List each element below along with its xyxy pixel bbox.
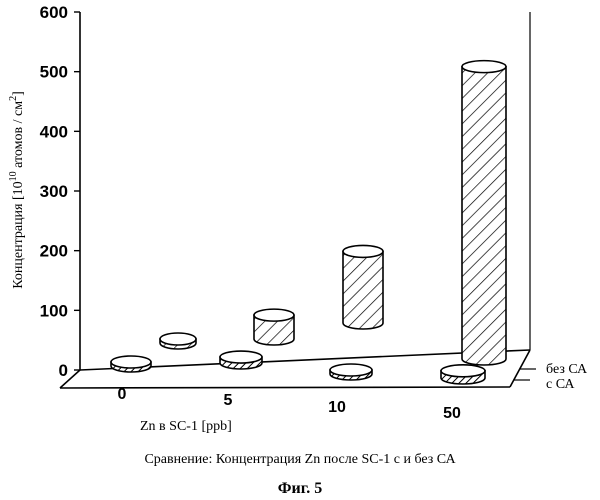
bar-without-ca-10 bbox=[343, 245, 383, 329]
y-tick-label: 0 bbox=[59, 361, 68, 380]
x-tick-label: 10 bbox=[328, 399, 346, 416]
x-tick-label: 0 bbox=[118, 386, 127, 403]
bar-without-ca-50 bbox=[462, 61, 506, 365]
bar-with-ca-10 bbox=[330, 364, 372, 380]
floor-front-edge bbox=[60, 387, 510, 388]
bar-with-ca-0 bbox=[111, 356, 151, 372]
y-ticks: 0 100 200 300 400 500 600 bbox=[40, 3, 80, 380]
x-tick-label: 50 bbox=[443, 405, 461, 422]
y-axis-title: Концентрация [1010 атомов / см2] bbox=[8, 91, 26, 289]
bars-series-with-ca bbox=[111, 351, 485, 384]
y-tick-label: 300 bbox=[40, 182, 68, 201]
axes bbox=[60, 12, 530, 388]
x-ticks: 0 5 10 50 bbox=[118, 386, 461, 422]
y-tick-label: 100 bbox=[40, 301, 68, 320]
bar-with-ca-50 bbox=[441, 365, 485, 384]
figure-label: Фиг. 5 bbox=[0, 480, 600, 498]
y-tick-label: 600 bbox=[40, 3, 68, 22]
figure-caption: Сравнение: Концентрация Zn после SC-1 с … bbox=[0, 452, 600, 468]
legend-label-with-ca: с СА bbox=[546, 377, 575, 392]
bars-series-without-ca bbox=[160, 61, 506, 365]
y-tick-label: 200 bbox=[40, 242, 68, 261]
y-tick-label: 400 bbox=[40, 122, 68, 141]
y-tick-label: 500 bbox=[40, 63, 68, 82]
bar-without-ca-0 bbox=[160, 333, 196, 349]
x-tick-label: 5 bbox=[224, 392, 233, 409]
legend-label-without-ca: без СА bbox=[546, 362, 588, 377]
bar-without-ca-5 bbox=[254, 309, 294, 345]
x-axis-title: Zn в SC-1 [ppb] bbox=[140, 419, 232, 434]
bar-with-ca-5 bbox=[220, 351, 262, 369]
depth-legend: без СА с СА bbox=[514, 362, 588, 392]
